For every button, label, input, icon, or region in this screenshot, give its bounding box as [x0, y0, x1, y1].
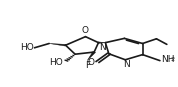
- Text: N: N: [99, 43, 106, 52]
- Text: F: F: [85, 61, 91, 70]
- Polygon shape: [98, 42, 105, 43]
- Text: O: O: [82, 26, 89, 35]
- Polygon shape: [49, 44, 66, 46]
- Text: N: N: [123, 60, 130, 69]
- Text: HO: HO: [49, 58, 63, 67]
- Text: NH: NH: [161, 55, 175, 64]
- Text: 2: 2: [170, 57, 174, 62]
- Text: HO: HO: [20, 43, 34, 52]
- Text: O: O: [87, 58, 94, 67]
- Polygon shape: [87, 52, 96, 61]
